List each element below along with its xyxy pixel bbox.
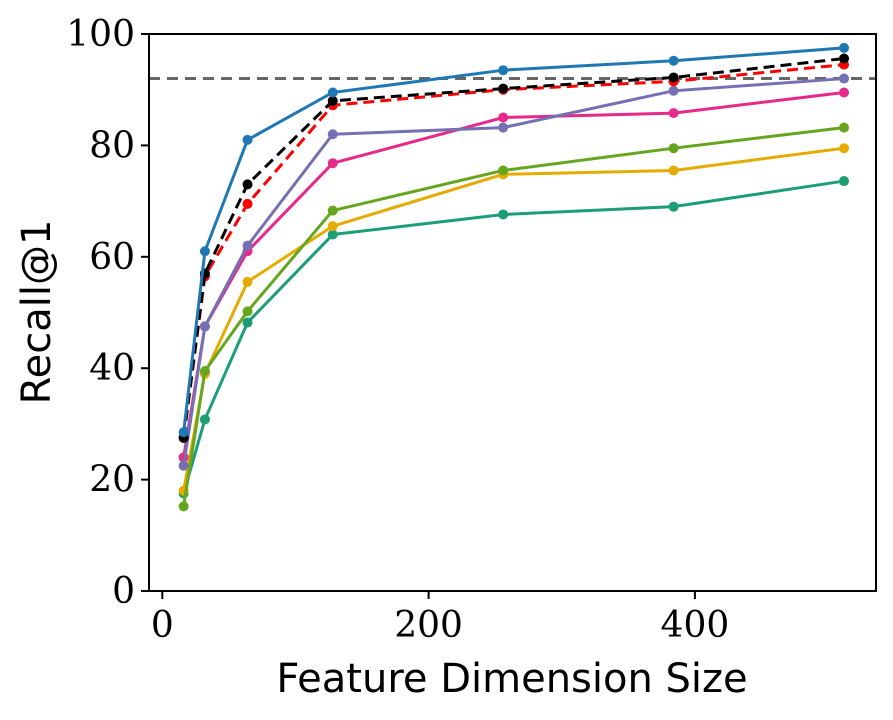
y-tick-label: 0: [112, 571, 135, 612]
series-6-point: [178, 501, 189, 512]
series-6-point: [498, 165, 509, 176]
x-tick-label: 0: [151, 605, 174, 646]
series-2: [178, 53, 850, 443]
series-6-line: [182, 126, 845, 507]
y-tick-label: 20: [89, 460, 135, 501]
series-2-point: [498, 83, 509, 94]
series-4: [178, 73, 850, 471]
series-8-point: [327, 229, 338, 240]
series-7-point: [839, 143, 850, 154]
y-tick-label: 60: [89, 237, 135, 278]
y-tick-label: 80: [89, 125, 135, 166]
series-4-point: [199, 321, 210, 332]
series-1-point: [327, 87, 338, 98]
series-8-point: [498, 209, 509, 220]
series-1-point: [242, 134, 253, 145]
x-tick-label: 400: [661, 605, 730, 646]
chart-marks: [149, 42, 876, 512]
series-5-point: [839, 87, 850, 98]
y-tick-label: 40: [89, 348, 135, 389]
series-5-line: [182, 91, 845, 458]
series-7-point: [327, 221, 338, 232]
series-8-point: [668, 201, 679, 212]
series-2-point: [242, 179, 253, 190]
series-6-point: [242, 306, 253, 317]
series-4-point: [327, 129, 338, 140]
y-axis-title: Recall@1: [14, 220, 60, 405]
series-1-point: [199, 246, 210, 257]
series-3-point: [242, 198, 253, 209]
x-axis-title: Feature Dimension Size: [276, 656, 747, 702]
series-6-point: [199, 365, 210, 376]
series-1-point: [839, 42, 850, 53]
series-5-point: [668, 108, 679, 119]
series-4-point: [242, 240, 253, 251]
series-6-point: [839, 122, 850, 133]
series-1-point: [498, 65, 509, 76]
series-2-point: [668, 72, 679, 83]
series-2-point: [327, 95, 338, 106]
series-4-point: [178, 460, 189, 471]
y-tick-label: 100: [66, 14, 135, 55]
plot-frame: [148, 33, 877, 592]
series-4-point: [498, 122, 509, 133]
series-2-point: [839, 53, 850, 64]
series-5-point: [327, 158, 338, 169]
series-8-point: [242, 317, 253, 328]
series-8: [178, 176, 850, 499]
series-7-point: [668, 165, 679, 176]
chart-axes: 0 200 400 0 20 40 60 80 100: [66, 14, 729, 646]
series-8-line: [182, 179, 845, 494]
series-6-point: [327, 205, 338, 216]
series-6: [178, 122, 850, 512]
series-4-point: [668, 85, 679, 96]
series-6-point: [668, 143, 679, 154]
series-1-point: [178, 427, 189, 438]
x-tick-label: 200: [394, 605, 463, 646]
series-4-point: [839, 73, 850, 84]
series-5-point: [498, 112, 509, 123]
series-7-point: [242, 276, 253, 287]
series-8-point: [199, 414, 210, 425]
series-8-point: [839, 176, 850, 187]
series-1-point: [668, 55, 679, 66]
series-1: [178, 42, 850, 438]
series-2-line: [182, 57, 845, 439]
